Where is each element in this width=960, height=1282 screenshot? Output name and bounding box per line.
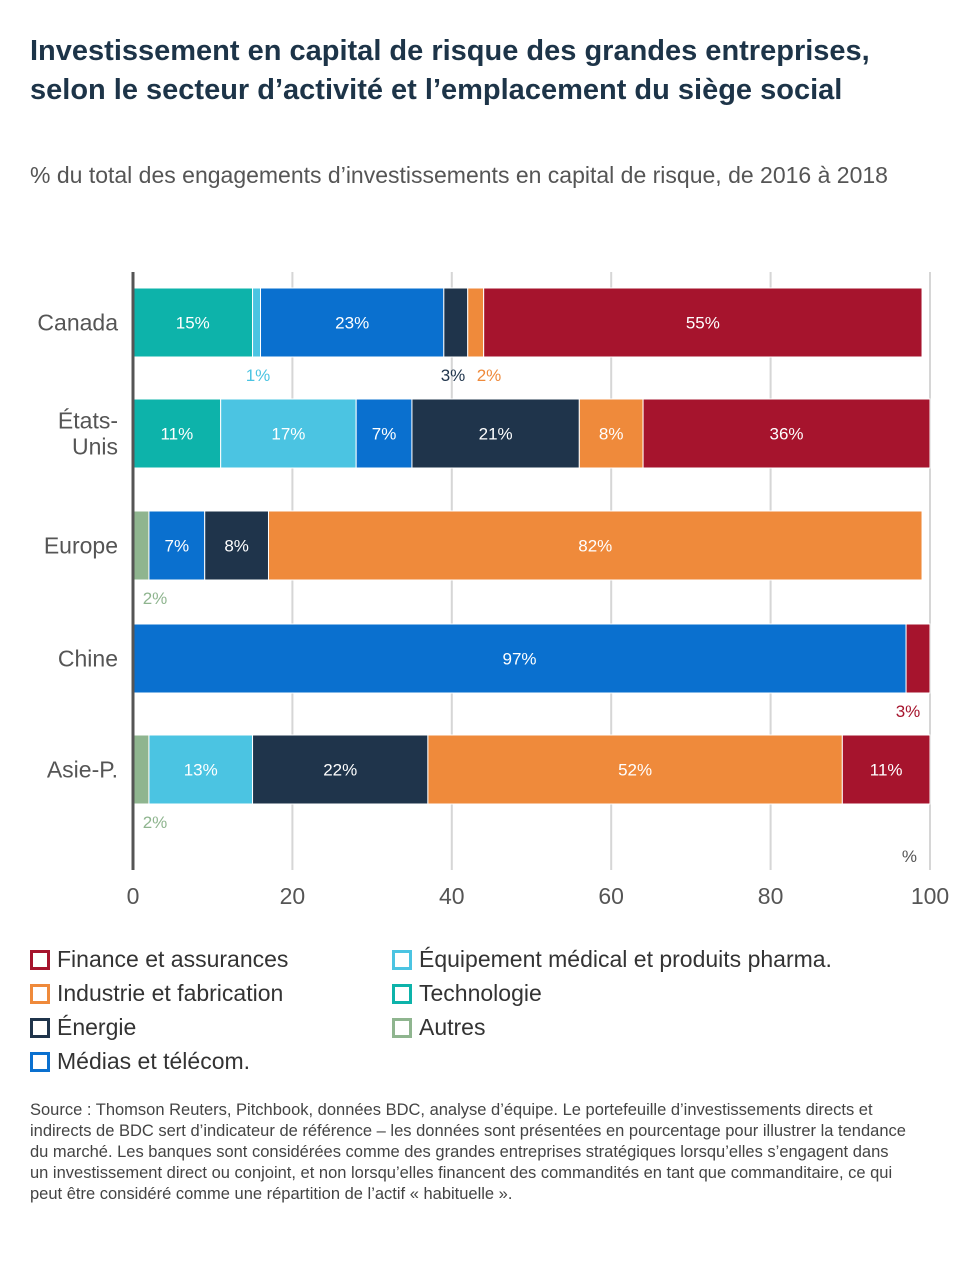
category-label-line: Unis xyxy=(72,434,118,460)
x-tick-label: 20 xyxy=(280,883,306,909)
legend-label-energy: Énergie xyxy=(57,1014,137,1040)
bar-data-label: 11% xyxy=(870,761,903,780)
stacked-bar-chart: 15% 23% 55% 11% 17% 7% 21% 8% 36% 7% 8% 82% 97% 13% 22… xyxy=(37,272,949,909)
bar-data-label: 97% xyxy=(503,650,537,669)
category-label: Asie-P. xyxy=(47,757,118,783)
x-tick-label: 80 xyxy=(758,883,784,909)
category-label-line: Europe xyxy=(44,533,118,559)
category-label-line: Chine xyxy=(58,646,118,672)
bar-data-label: 11% xyxy=(160,425,193,444)
category-label: Chine xyxy=(58,646,118,672)
bar-segment-energie xyxy=(252,734,429,805)
bar-data-label: 82% xyxy=(578,537,612,556)
legend-label-finance: Finance et assurances xyxy=(57,946,289,972)
bar-segment-equipement-medical-et-produits-pharma xyxy=(252,287,262,358)
bar-segment-autres xyxy=(132,734,150,805)
bar-segment-medias-et-telecom xyxy=(260,287,445,358)
bar-segment-autres xyxy=(132,510,150,581)
outside-data-label: 2% xyxy=(477,366,502,385)
bar-segment-industrie-et-fabrication xyxy=(267,510,923,581)
legend-item-energy: Énergie xyxy=(30,1014,136,1041)
source-note: Source : Thomson Reuters, Pitchbook, don… xyxy=(30,1101,906,1203)
legend-swatch-energy xyxy=(30,1017,50,1038)
bar-segment-finance-et-assurances xyxy=(841,734,931,805)
bar-segment-finance-et-assurances xyxy=(483,287,923,358)
bar-segment-finance-et-assurances xyxy=(642,398,931,469)
legend-swatch-industry xyxy=(30,983,50,1004)
legend-swatch-finance xyxy=(30,949,50,970)
legend-swatch-medical xyxy=(392,949,412,970)
bar-segment-medias-et-telecom xyxy=(355,398,413,469)
legend-item-industry: Industrie et fabrication xyxy=(30,980,283,1007)
category-label-line: Asie-P. xyxy=(47,757,118,783)
chart-title: Investissement en capital de risque des … xyxy=(30,35,870,106)
bar-data-label: 7% xyxy=(372,425,397,444)
category-label: États-Unis xyxy=(58,408,118,460)
legend-item-other: Autres xyxy=(392,1014,485,1041)
outside-data-label: 1% xyxy=(246,366,271,385)
bar-segment-energie xyxy=(443,287,469,358)
x-tick-label: 100 xyxy=(911,883,949,909)
outside-data-label: 3% xyxy=(896,702,921,721)
bar-segment-equipement-medical-et-produits-pharma xyxy=(148,734,254,805)
legend-item-technology: Technologie xyxy=(392,980,542,1007)
bar-data-label: 52% xyxy=(618,761,652,780)
bar-segment-energie xyxy=(204,510,269,581)
outside-data-label: 2% xyxy=(143,589,168,608)
outside-data-label: 3% xyxy=(441,366,466,385)
legend-label-industry: Industrie et fabrication xyxy=(57,980,284,1006)
legend-swatch-other xyxy=(392,1017,412,1038)
chart-subtitle: % du total des engagements d’investissem… xyxy=(30,162,888,188)
outside-data-label: 2% xyxy=(143,813,168,832)
bar-data-label: 15% xyxy=(176,314,210,333)
bar-data-label: 22% xyxy=(323,761,357,780)
x-unit-label: % xyxy=(902,847,917,866)
bar-data-label: 55% xyxy=(686,314,720,333)
bar-segment-technologie xyxy=(132,398,222,469)
bar-segment-technologie xyxy=(132,287,254,358)
bar-segment-equipement-medical-et-produits-pharma xyxy=(220,398,357,469)
legend-swatch-technology xyxy=(392,983,412,1004)
category-label-line: États- xyxy=(58,408,118,434)
legend-item-medical: Équipement médical et produits pharma. xyxy=(392,946,832,973)
category-label: Canada xyxy=(37,310,118,336)
legend-label-medical: Équipement médical et produits pharma. xyxy=(419,946,832,972)
legend-label-technology: Technologie xyxy=(419,980,542,1006)
bar-segment-industrie-et-fabrication xyxy=(427,734,843,805)
x-tick-label: 60 xyxy=(598,883,624,909)
legend-item-finance: Finance et assurances xyxy=(30,946,288,973)
bar-data-label: 17% xyxy=(271,425,305,444)
legend-label-media: Médias et télécom. xyxy=(57,1048,251,1074)
bar-data-label: 8% xyxy=(224,537,249,556)
x-tick-label: 40 xyxy=(439,883,465,909)
bar-data-label: 23% xyxy=(335,314,369,333)
chart-legend: Finance et assurances Équipement médical… xyxy=(30,946,930,1082)
bar-data-label: 36% xyxy=(770,425,804,444)
category-label: Europe xyxy=(44,533,118,559)
bar-data-label: 7% xyxy=(165,537,190,556)
bar-data-label: 8% xyxy=(599,425,624,444)
legend-swatch-media xyxy=(30,1051,50,1072)
x-tick-label: 0 xyxy=(127,883,140,909)
bar-data-label: 21% xyxy=(479,425,513,444)
legend-item-media: Médias et télécom. xyxy=(30,1048,250,1075)
bar-segment-finance-et-assurances xyxy=(905,623,931,694)
bar-segment-energie xyxy=(411,398,580,469)
category-label-line: Canada xyxy=(37,310,118,336)
bar-data-label: 13% xyxy=(184,761,218,780)
legend-label-other: Autres xyxy=(419,1014,486,1040)
bar-segment-industrie-et-fabrication xyxy=(467,287,485,358)
